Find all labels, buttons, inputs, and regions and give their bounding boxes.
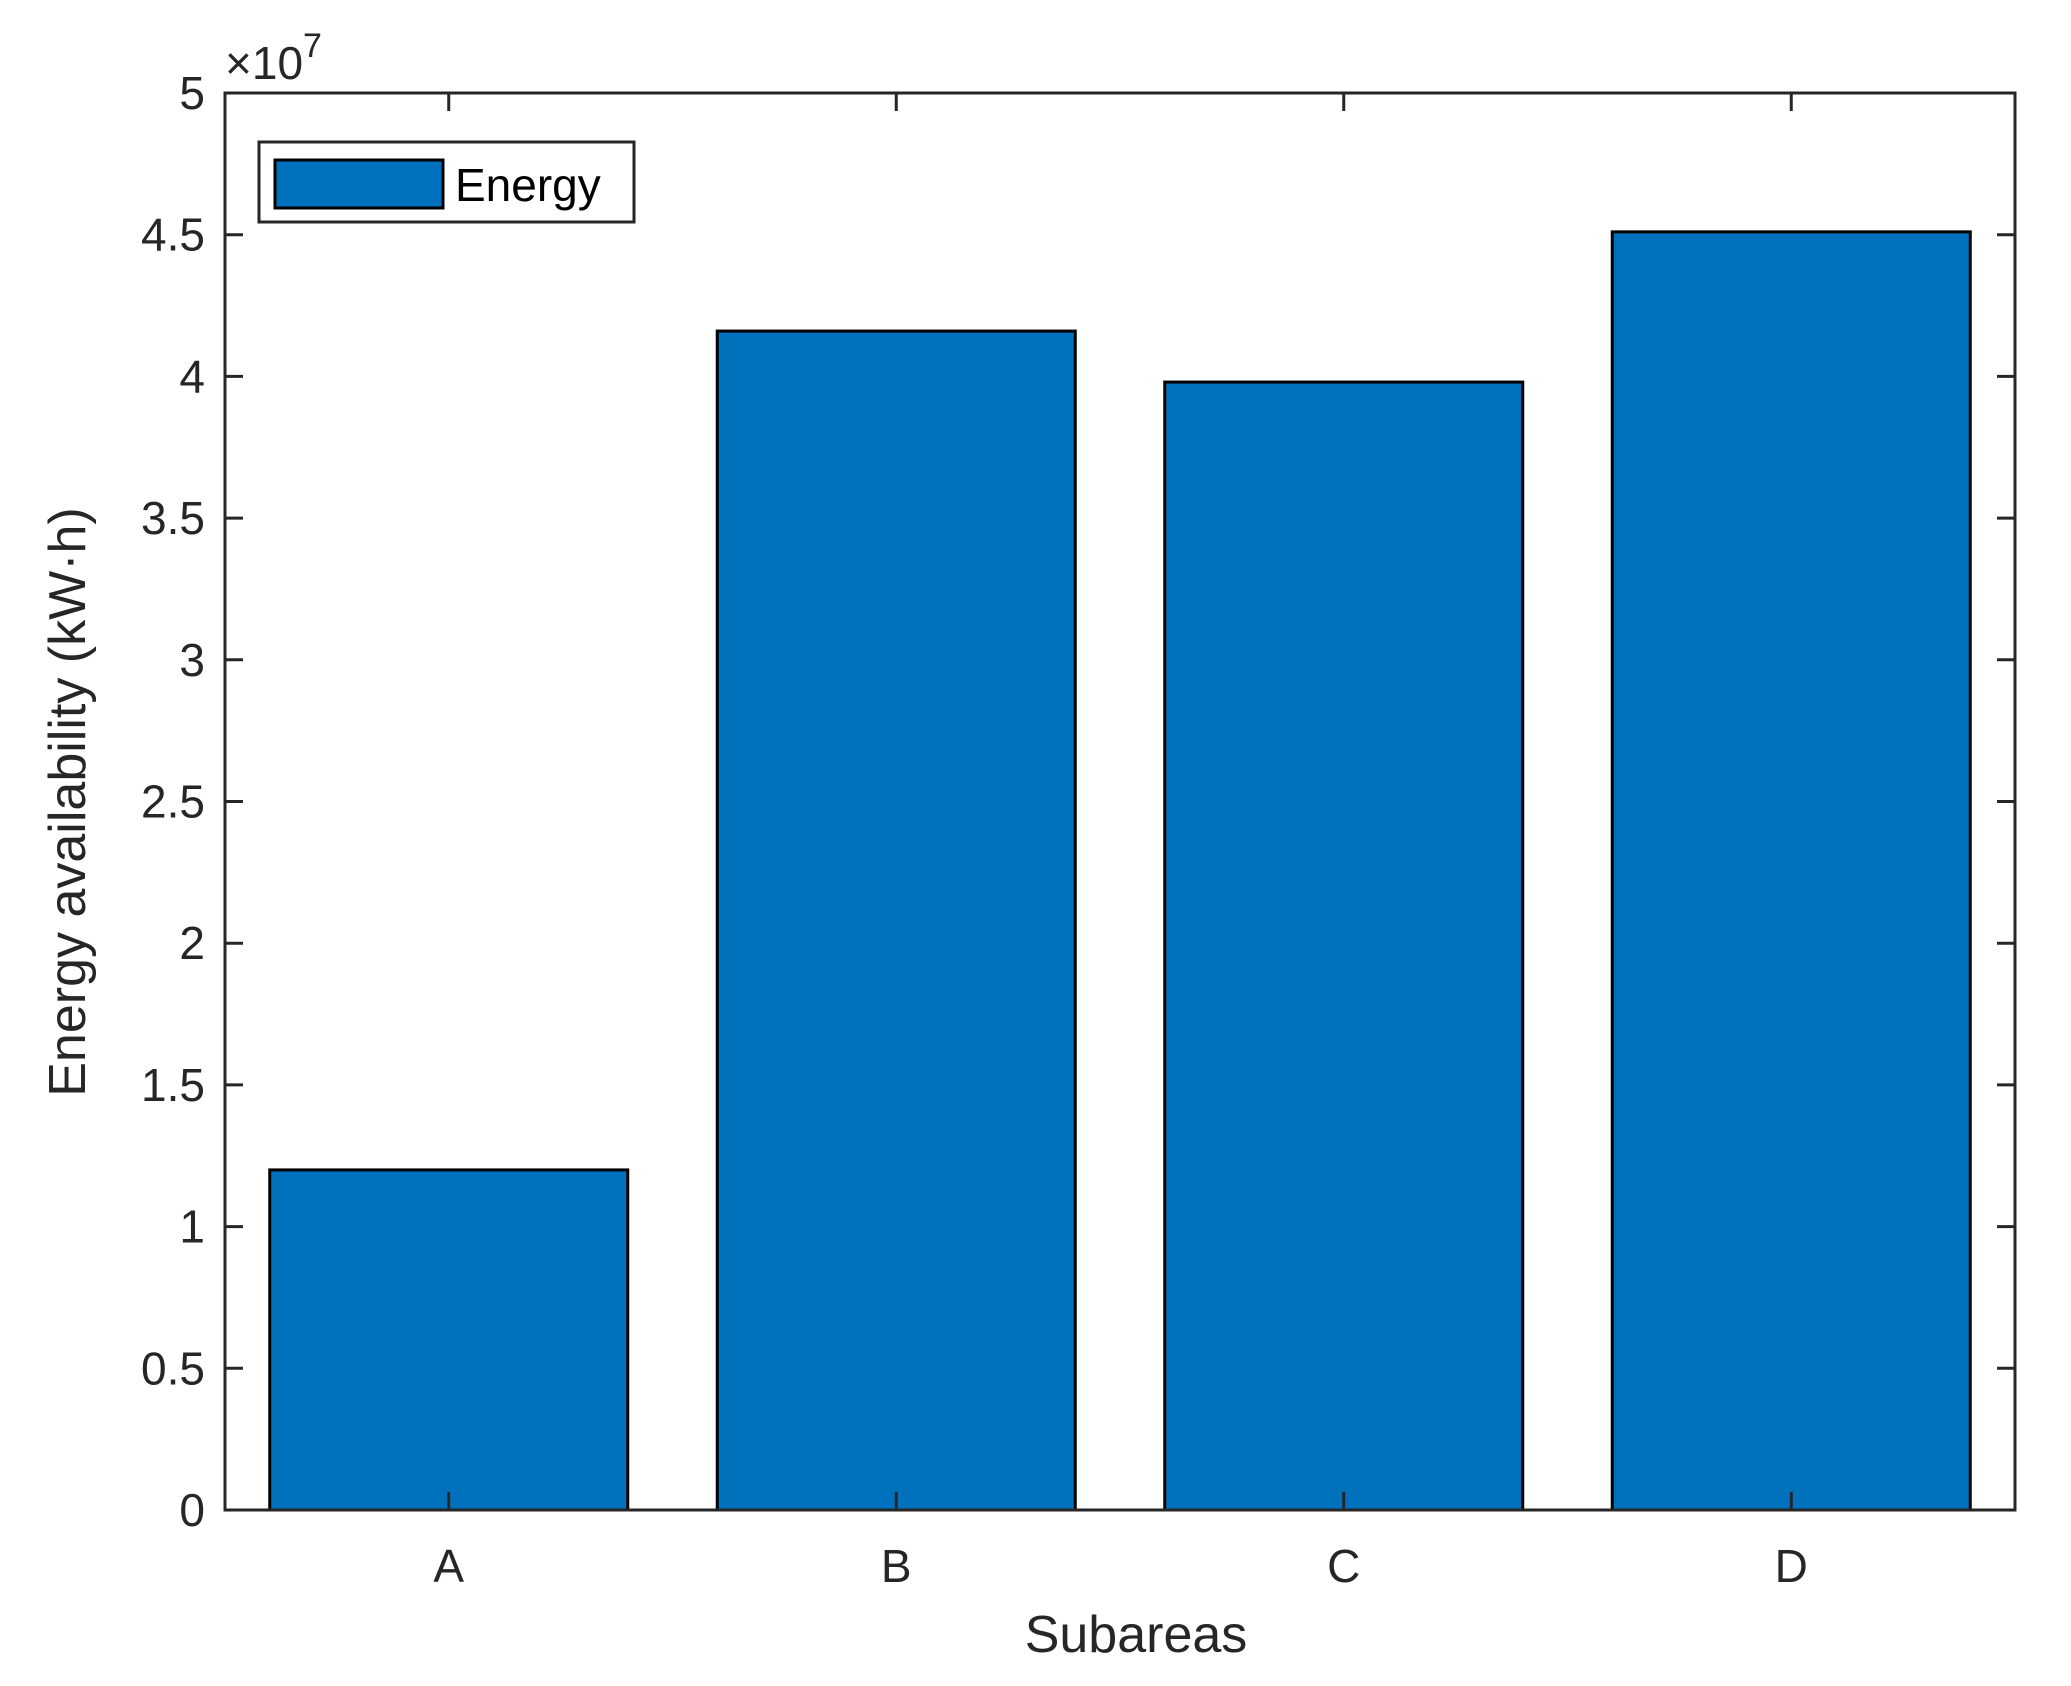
y-tick-label: 1.5 [141,1059,205,1111]
y-tick-label: 5 [179,67,205,119]
y-tick-label: 0 [179,1484,205,1536]
y-tick-label: 3.5 [141,492,205,544]
y-tick-label: 4 [179,350,205,402]
y-tick-label: 0.5 [141,1342,205,1394]
bar-a [268,1168,630,1512]
bar-d [1610,230,1972,1512]
y-tick-label: 3 [179,634,205,686]
x-tick-label-a: A [433,1540,464,1592]
bar-c [1163,380,1525,1512]
y-tick-label: 4.5 [141,209,205,261]
y-tick-label: 2 [179,917,205,969]
bar-b [715,329,1077,1512]
x-tick-label-d: D [1775,1540,1808,1592]
y-tick-label: 2.5 [141,776,205,828]
y-axis-label: Energy availability (kW·h) [39,507,97,1097]
bars-group [268,230,1972,1512]
x-tick-label-c: C [1327,1540,1360,1592]
y-axis-exponent-power: 7 [303,27,322,65]
legend-label-energy: Energy [455,159,601,211]
x-axis-label: Subareas [1025,1606,1248,1664]
x-ticks-group: A B C D [433,93,1808,1592]
x-tick-label-b: B [881,1540,912,1592]
y-tick-label: 1 [179,1201,205,1253]
legend: Energy [257,140,636,224]
legend-swatch-energy [273,158,445,210]
y-axis-exponent: ×107 [225,27,322,89]
y-ticks-group: 0 0.5 1 1.5 2 2.5 3 3.5 4 4.5 5 [141,67,2015,1536]
y-axis-exponent-base: ×10 [225,37,303,89]
